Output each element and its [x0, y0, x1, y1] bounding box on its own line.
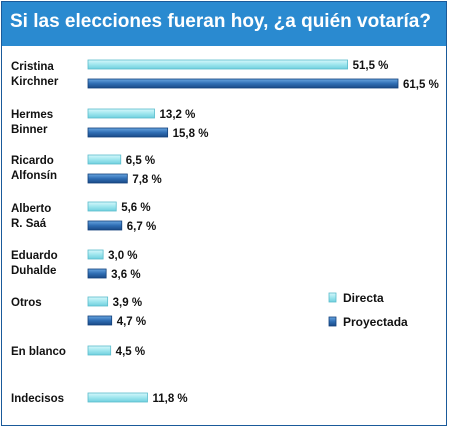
data-label: 3,6 % — [111, 269, 140, 281]
title-bar: Si las elecciones fueran hoy, ¿a quién v… — [2, 2, 446, 46]
data-label: 3,0 % — [108, 250, 137, 262]
category-label: Cristina — [11, 61, 54, 73]
legend-swatch-proyectada — [328, 316, 337, 327]
legend-swatch-directa — [328, 292, 337, 303]
bar-proyectada — [87, 173, 128, 184]
category-label: En blanco — [11, 346, 66, 358]
data-label: 51,5 % — [353, 60, 389, 72]
bar-proyectada — [87, 78, 399, 89]
bar-proyectada — [87, 315, 113, 326]
bar-directa — [87, 249, 104, 260]
bar-directa — [87, 201, 117, 212]
bar-proyectada — [87, 268, 107, 279]
category-label: Ricardo — [11, 155, 54, 167]
category-label: Alfonsín — [11, 170, 57, 182]
bar-directa — [87, 59, 348, 70]
data-label: 15,8 % — [173, 128, 209, 140]
data-label: 6,5 % — [126, 155, 155, 167]
data-label: 7,8 % — [132, 174, 161, 186]
category-label: Otros — [11, 297, 42, 309]
category-label: R. Saá — [11, 218, 47, 230]
bar-proyectada — [87, 220, 123, 231]
category-label: Eduardo — [11, 250, 58, 262]
bar-directa — [87, 392, 148, 403]
data-label: 4,5 % — [116, 346, 145, 358]
bar-directa — [87, 108, 155, 119]
chart-title: Si las elecciones fueran hoy, ¿a quién v… — [10, 11, 431, 32]
data-label: 13,2 % — [160, 109, 196, 121]
category-label: Kirchner — [11, 76, 59, 88]
bar-directa — [87, 345, 112, 356]
bar-directa — [87, 296, 109, 307]
data-label: 4,7 % — [117, 316, 146, 328]
data-label: 5,6 % — [121, 202, 150, 214]
legend-label: Proyectada — [343, 315, 408, 329]
bar-directa — [87, 154, 122, 165]
data-label: 11,8 % — [152, 393, 187, 405]
data-label: 3,9 % — [113, 297, 142, 309]
category-label: Binner — [11, 124, 48, 136]
category-label: Hermes — [11, 109, 53, 121]
data-label: 61,5 % — [403, 79, 439, 91]
bar-proyectada — [87, 127, 169, 138]
category-label: Indecisos — [11, 393, 64, 405]
data-label: 6,7 % — [127, 221, 156, 233]
category-label: Duhalde — [11, 265, 56, 277]
category-label: Alberto — [11, 203, 51, 215]
legend-label: Directa — [343, 291, 384, 305]
